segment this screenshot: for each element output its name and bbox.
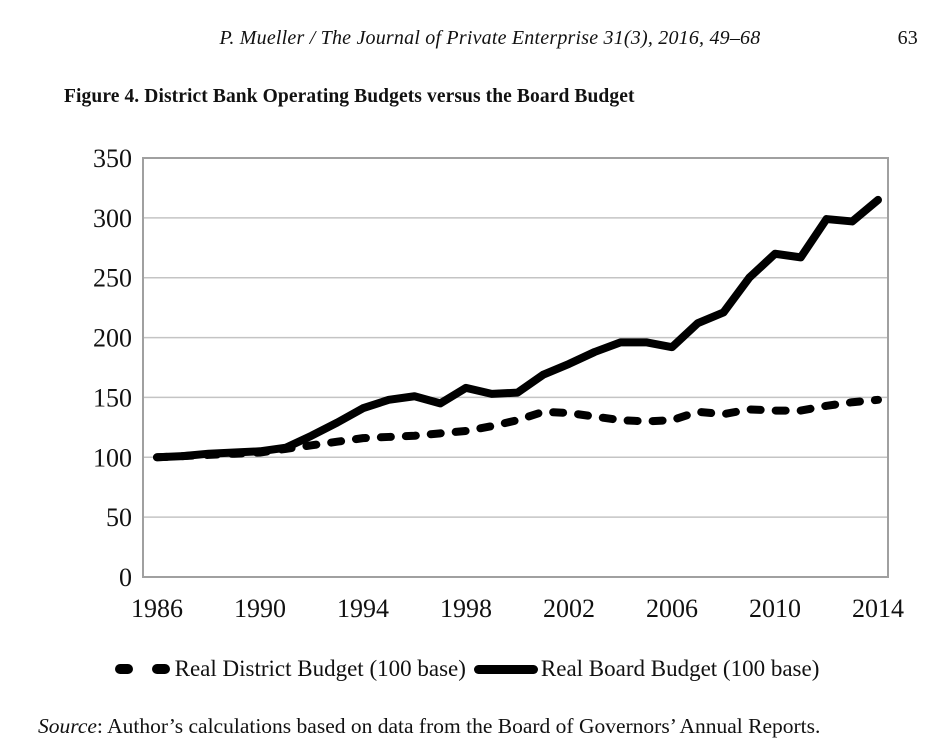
svg-text:250: 250 [93, 264, 132, 293]
svg-text:2006: 2006 [646, 594, 698, 623]
source-note-text: : Author’s calculations based on data fr… [96, 714, 821, 738]
svg-text:300: 300 [93, 204, 132, 233]
svg-text:1994: 1994 [337, 594, 389, 623]
source-note: Source: Author’s calculations based on d… [38, 714, 924, 739]
svg-text:100: 100 [93, 443, 132, 472]
svg-text:350: 350 [93, 144, 132, 173]
svg-text:1990: 1990 [234, 594, 286, 623]
svg-text:1986: 1986 [131, 594, 183, 623]
svg-text:50: 50 [106, 503, 132, 532]
line-chart: 0 50 100 150 200 250 300 350 1986 1990 1994 1998 200… [93, 144, 904, 623]
svg-text:200: 200 [93, 324, 132, 353]
running-head: P. Mueller / The Journal of Private Ente… [0, 27, 934, 50]
svg-text:2002: 2002 [543, 594, 595, 623]
legend-item-board: Real Board Budget (100 base) [473, 656, 820, 682]
legend-item-district: Real District Budget (100 base) [114, 656, 466, 682]
legend-label-district: Real District Budget (100 base) [174, 656, 466, 681]
legend-label-board: Real Board Budget (100 base) [540, 656, 820, 681]
source-note-label: Source [38, 714, 97, 738]
svg-text:2014: 2014 [852, 594, 904, 623]
svg-text:150: 150 [93, 383, 132, 412]
chart-legend: Real District Budget (100 base) Real Boa… [0, 645, 934, 693]
dashed-line-marker [114, 664, 170, 674]
page-number: 63 [897, 27, 918, 49]
figure-caption: Figure 4. District Bank Operating Budget… [64, 86, 635, 107]
running-head-citation: P. Mueller / The Journal of Private Ente… [219, 27, 761, 49]
svg-text:1998: 1998 [440, 594, 492, 623]
solid-line-marker [473, 664, 538, 674]
svg-text:2010: 2010 [749, 594, 801, 623]
svg-text:0: 0 [119, 563, 132, 592]
